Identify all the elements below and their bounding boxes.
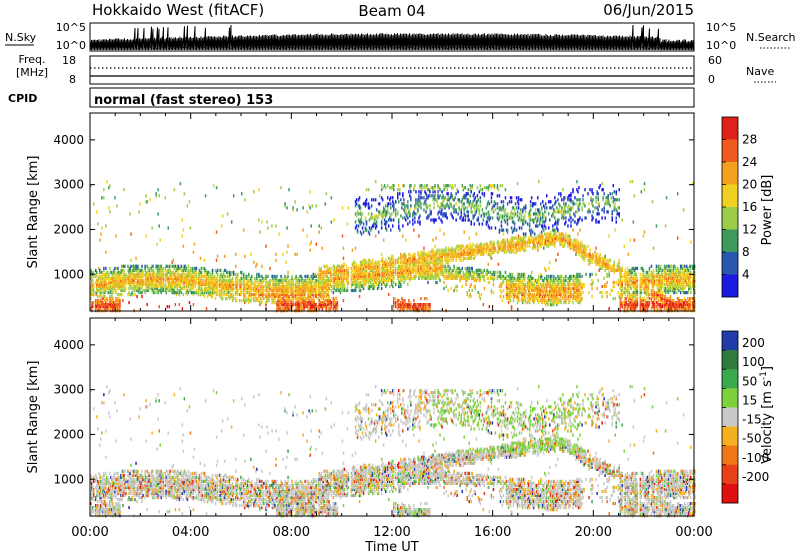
power-colorbar-tick: 20 [742, 178, 757, 192]
x-tick-label: 08:00 [273, 525, 310, 540]
noise-search-series [90, 46, 695, 50]
y-tick-label: 3000 [53, 178, 84, 192]
power-colorbar-label: Power [dB] [760, 175, 775, 246]
station-title: Hokkaido West (fitACF) [92, 1, 264, 19]
nave-label: Nave [746, 65, 774, 78]
power-colorbar-tick: 8 [742, 245, 750, 259]
velocity-colorbar-tick: 50 [742, 374, 757, 388]
velocity-colorbar-tick: 15 [742, 393, 757, 407]
y-tick-label: 1000 [53, 267, 84, 281]
noise-right-tick-low: 10^0 [706, 39, 736, 52]
power-colorbar-tick: 12 [742, 223, 757, 237]
velocity-colorbar-tick: -50 [742, 432, 762, 446]
velocity-colorbar-tick: -100 [742, 451, 769, 465]
cpid-label: CPID [8, 92, 37, 105]
x-tick-label: 00:00 [71, 525, 108, 540]
power-panel: 1000 2000 3000 4000 Slant Range [km] [26, 112, 696, 313]
date-title: 06/Jun/2015 [603, 1, 694, 19]
freq-label: Freq. [18, 53, 45, 66]
x-axis-label: Time UT [364, 540, 418, 554]
power-scatter [90, 180, 696, 313]
x-tick-label: 20:00 [575, 525, 612, 540]
power-colorbar-tick: 4 [742, 268, 750, 282]
nsearch-label: N.Search [746, 31, 796, 44]
velocity-colorbar-label: Velocity [m s-1] [759, 366, 775, 464]
y-tick-label: 4000 [53, 133, 84, 147]
velocity-colorbar-tick: 100 [742, 355, 765, 369]
velocity-colorbar-tick: -200 [742, 470, 769, 484]
power-colorbar-tick: 28 [742, 133, 757, 147]
velocity-ylabel: Slant Range [km] [26, 361, 41, 474]
nave-tick-high: 60 [708, 54, 722, 67]
noise-tick-high: 10^5 [56, 21, 86, 34]
x-tick-label: 16:00 [474, 525, 511, 540]
y-tick-label: 3000 [53, 383, 84, 397]
velocity-panel: 1000 2000 3000 4000 Slant Range [km] [26, 317, 696, 518]
noise-panel: 10^5 10^0 10^5 10^0 N.Sky N.Search [5, 21, 796, 52]
freq-unit: [MHz] [16, 66, 48, 79]
power-colorbar-tick: 24 [742, 155, 757, 169]
velocity-colorbar-tick: -15 [742, 413, 762, 427]
velocity-colorbar-tick: 200 [742, 336, 765, 350]
y-tick-label: 2000 [53, 427, 84, 441]
freq-panel: Freq. [MHz] 18 8 60 0 Nave [16, 53, 776, 86]
power-colorbar: 28 24 20 16 12 8 4 [721, 116, 757, 298]
nsky-label: N.Sky [5, 31, 37, 44]
x-tick-label: 12:00 [373, 525, 410, 540]
cpid-box [89, 87, 695, 108]
freq-tick-high: 18 [62, 54, 76, 67]
x-axis-ticks: 00:00 04:00 08:00 12:00 16:00 20:00 00:00 [71, 525, 712, 540]
velocity-scatter [90, 385, 696, 518]
power-ylabel: Slant Range [km] [26, 156, 41, 269]
y-tick-label: 4000 [53, 338, 84, 352]
y-tick-label: 1000 [53, 472, 84, 486]
x-tick-label: 00:00 [675, 525, 712, 540]
power-colorbar-tick: 16 [742, 200, 757, 214]
nave-tick-low: 0 [708, 73, 715, 86]
velocity-colorbar: 200 100 50 15 -15 -50 -100 -200 [721, 330, 769, 504]
cpid-text: normal (fast stereo) 153 [94, 93, 273, 108]
noise-sky-series [89, 24, 694, 51]
y-tick-label: 2000 [53, 222, 84, 236]
beam-title: Beam 04 [358, 2, 425, 20]
freq-tick-low: 8 [69, 73, 76, 86]
x-tick-label: 04:00 [172, 525, 209, 540]
noise-right-tick-high: 10^5 [706, 21, 736, 34]
noise-tick-low: 10^0 [56, 39, 86, 52]
